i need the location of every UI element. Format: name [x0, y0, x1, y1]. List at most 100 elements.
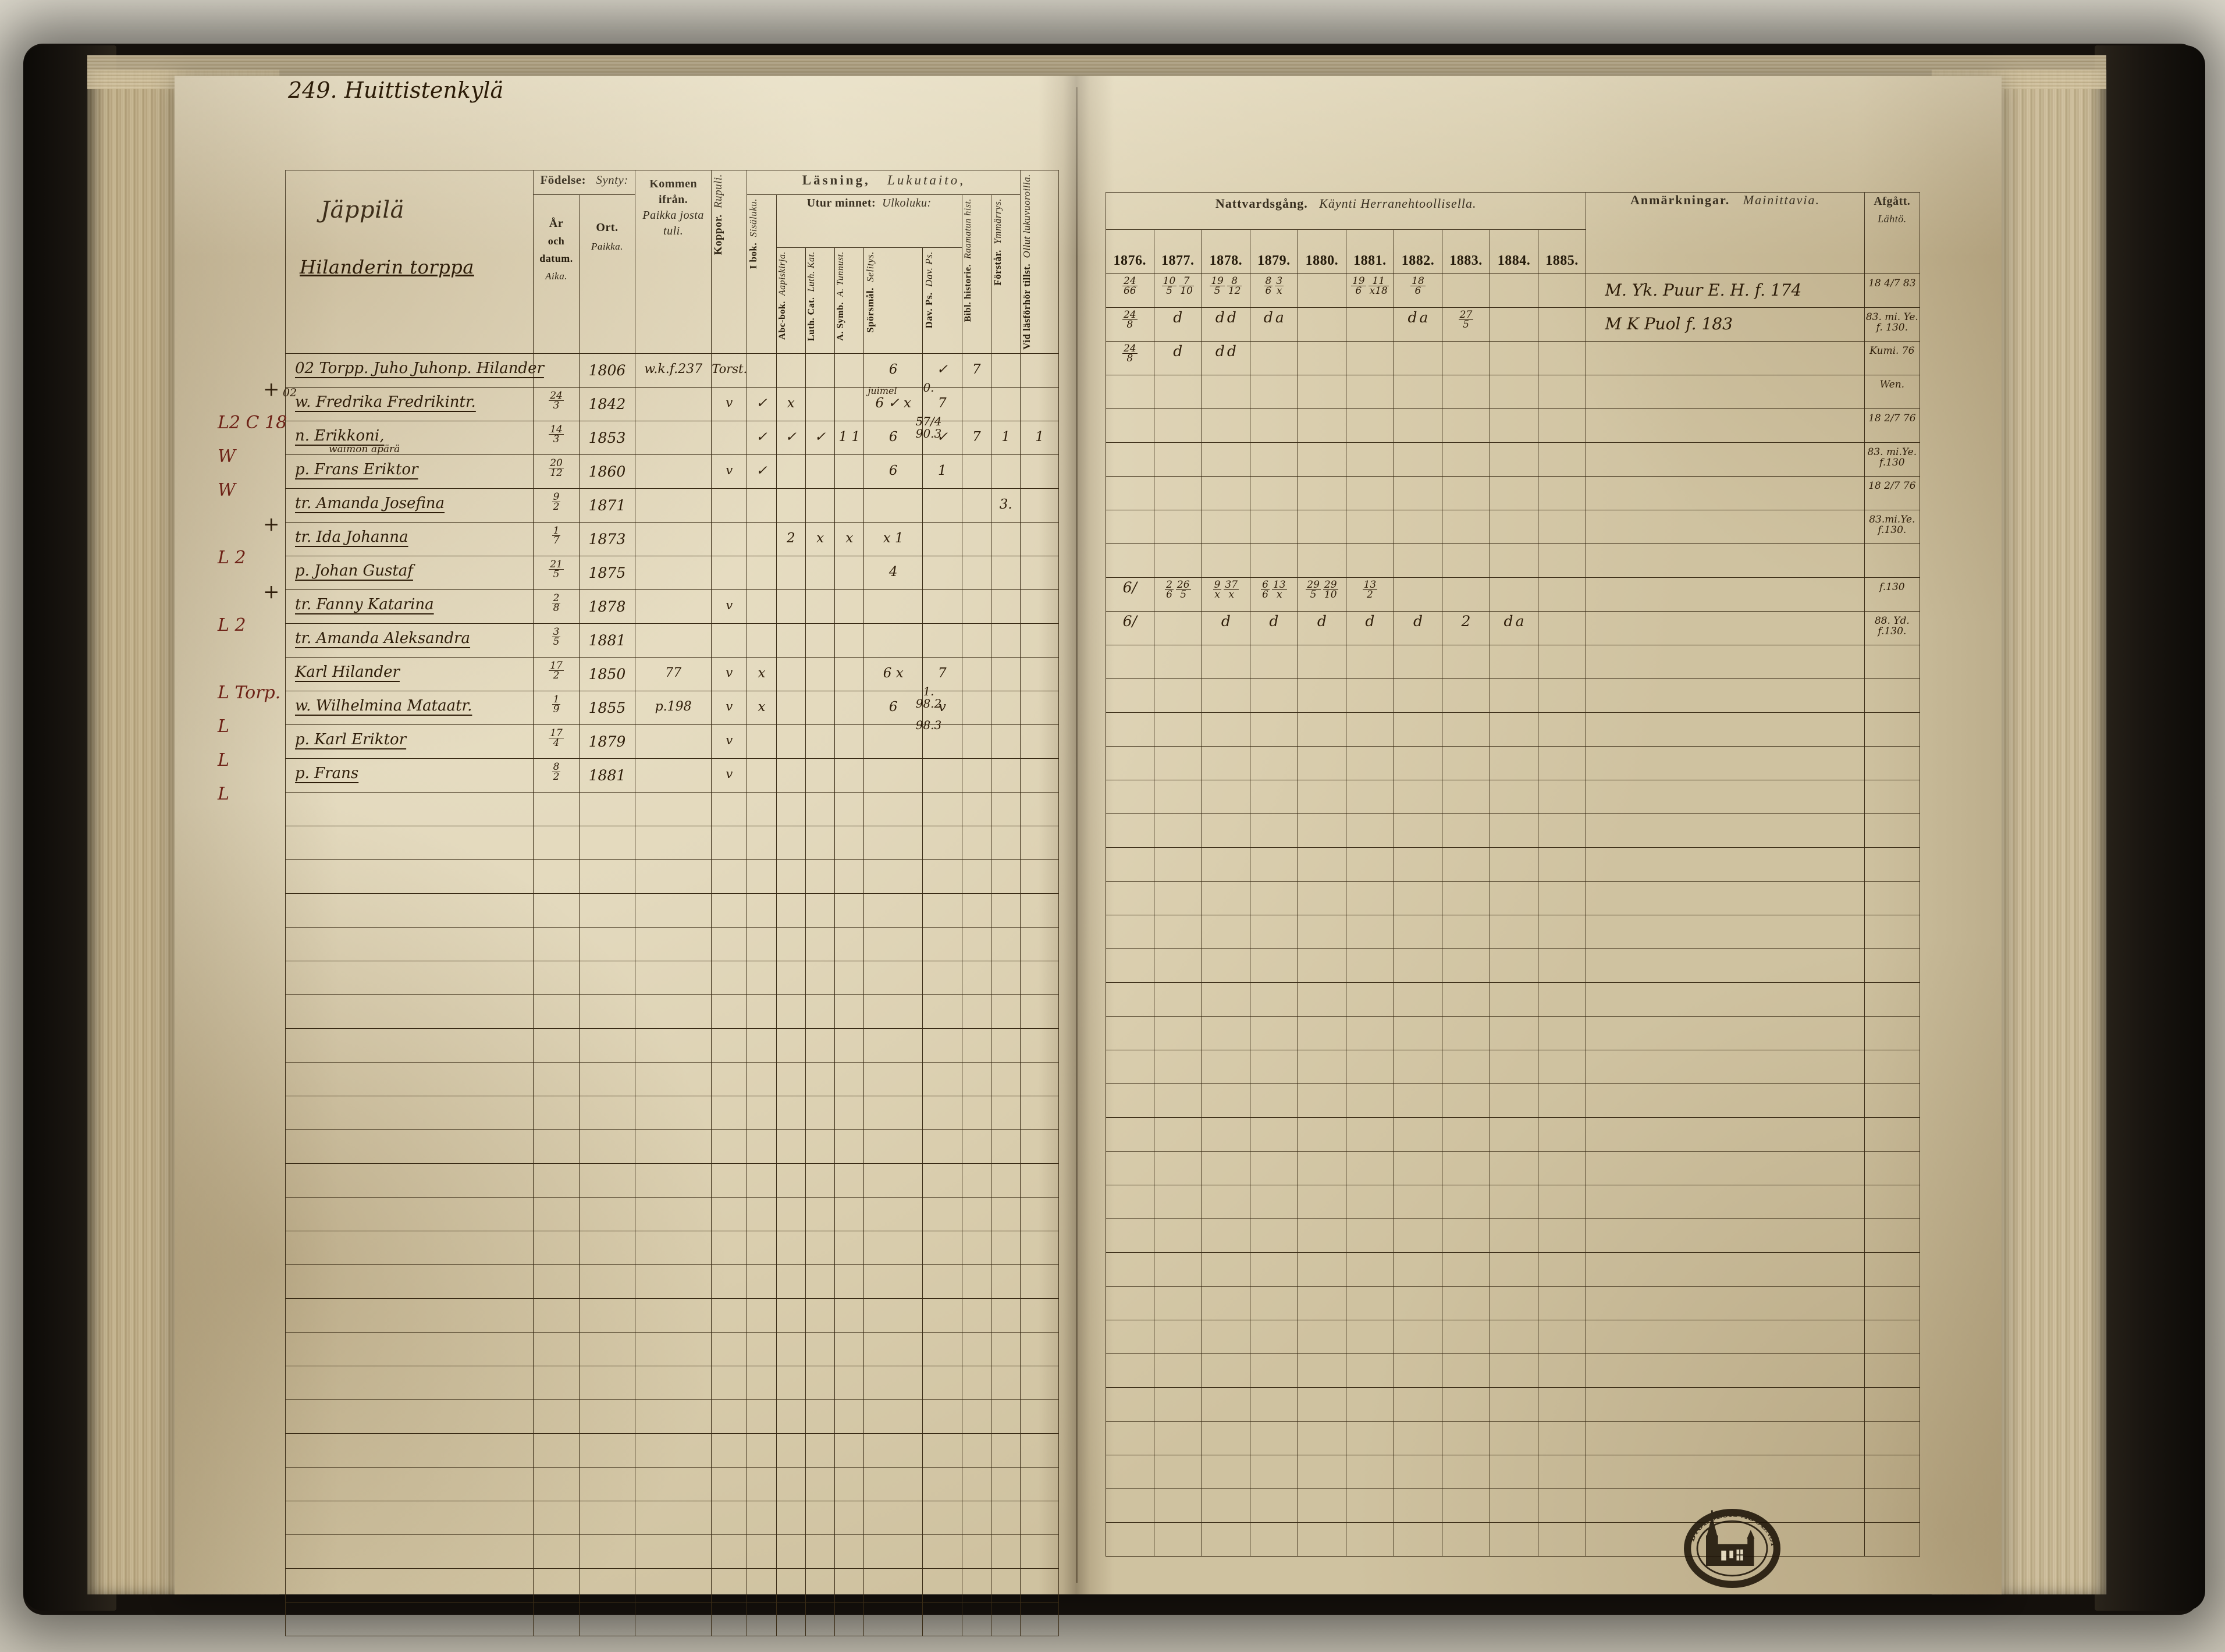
reading-forstar-cell[interactable]	[990, 555, 1021, 590]
communion-cell-1880[interactable]	[1298, 982, 1346, 1017]
communion-cell-1885[interactable]	[1537, 577, 1587, 612]
reading-cat-cell[interactable]	[805, 1230, 836, 1265]
reading-symb-cell[interactable]	[834, 1230, 865, 1265]
reading-lasforhor-cell[interactable]	[1020, 1534, 1059, 1569]
notes-cell[interactable]	[1586, 948, 1865, 983]
reading-bibl-cell[interactable]	[961, 960, 992, 995]
reading-sporsmal-cell[interactable]	[863, 488, 923, 523]
notes-cell[interactable]	[1586, 1252, 1865, 1287]
communion-cell-1879[interactable]	[1249, 813, 1299, 848]
communion-cell-1885[interactable]	[1537, 1488, 1587, 1523]
communion-cell-1883[interactable]	[1441, 1387, 1491, 1422]
reading-inner-cell[interactable]	[747, 960, 777, 995]
reading-davps-cell[interactable]	[922, 1196, 962, 1231]
reading-cat-cell[interactable]	[805, 1061, 836, 1096]
birth-year-cell[interactable]	[578, 1568, 636, 1603]
afgatt-cell[interactable]: 18 2/7 76	[1864, 476, 1921, 510]
reading-abc-cell[interactable]	[776, 1433, 806, 1468]
reading-lasforhor-cell[interactable]	[1020, 1601, 1059, 1636]
birth-date-cell[interactable]	[533, 825, 580, 860]
communion-cell-1883[interactable]	[1441, 746, 1491, 780]
communion-cell-1877[interactable]	[1153, 1455, 1203, 1489]
reading-sporsmal-cell[interactable]	[863, 724, 923, 759]
came-from-cell[interactable]	[635, 1466, 712, 1501]
communion-cell-1885[interactable]	[1537, 1151, 1587, 1185]
afgatt-cell[interactable]	[1864, 948, 1921, 983]
table-row[interactable]	[1106, 1320, 1921, 1354]
table-row[interactable]	[1106, 881, 1921, 915]
communion-cell-1878[interactable]	[1202, 678, 1250, 713]
reading-davps-cell[interactable]	[922, 521, 962, 556]
communion-cell-1883[interactable]	[1441, 982, 1491, 1017]
communion-cell-1885[interactable]	[1537, 678, 1587, 713]
reading-cat-cell[interactable]	[805, 1568, 836, 1603]
table-row[interactable]: tr. Fanny Katarina 2 8 1878 v	[285, 589, 1059, 624]
birth-year-cell[interactable]: 1871	[578, 488, 636, 523]
reading-cat-cell[interactable]	[805, 791, 836, 826]
notes-cell[interactable]	[1586, 1185, 1865, 1219]
birth-year-cell[interactable]	[578, 1298, 636, 1333]
reading-lasforhor-cell[interactable]	[1020, 960, 1059, 995]
communion-cell-1881[interactable]	[1345, 375, 1395, 409]
birth-year-cell[interactable]	[578, 1196, 636, 1231]
communion-cell-1877[interactable]	[1153, 915, 1203, 949]
birth-year-cell[interactable]: 1855	[578, 690, 636, 725]
communion-cell-1882[interactable]	[1394, 982, 1442, 1017]
communion-cell-1884[interactable]	[1490, 408, 1538, 443]
notes-cell[interactable]	[1586, 881, 1865, 915]
reading-lasforhor-cell[interactable]	[1020, 1129, 1059, 1164]
smallpox-cell[interactable]: v	[711, 656, 748, 691]
came-from-cell[interactable]	[635, 1061, 712, 1096]
reading-bibl-cell[interactable]: 7	[961, 353, 992, 388]
came-from-cell[interactable]	[635, 1601, 712, 1636]
communion-cell-1878[interactable]	[1202, 1353, 1250, 1388]
communion-cell-1883[interactable]	[1441, 1286, 1491, 1320]
communion-cell-1878[interactable]	[1202, 1421, 1250, 1455]
communion-cell-1881[interactable]	[1345, 881, 1395, 915]
reading-davps-cell[interactable]	[922, 1095, 962, 1130]
reading-symb-cell[interactable]	[834, 1466, 865, 1501]
communion-cell-1877[interactable]	[1153, 543, 1203, 578]
notes-cell[interactable]	[1586, 1286, 1865, 1320]
afgatt-cell[interactable]	[1864, 1320, 1921, 1354]
communion-cell-1885[interactable]	[1537, 948, 1587, 983]
birth-year-cell[interactable]: 1881	[578, 758, 636, 793]
reading-bibl-cell[interactable]	[961, 521, 992, 556]
table-row[interactable]	[1106, 847, 1921, 882]
came-from-cell[interactable]	[635, 960, 712, 995]
communion-cell-1878[interactable]	[1202, 948, 1250, 983]
communion-cell-1883[interactable]	[1441, 645, 1491, 679]
communion-cell-1877[interactable]: d	[1153, 341, 1203, 375]
communion-cell-1876[interactable]	[1106, 1050, 1154, 1084]
communion-cell-1876[interactable]	[1106, 1252, 1154, 1287]
communion-cell-1880[interactable]	[1298, 1185, 1346, 1219]
communion-cell-1884[interactable]: d a	[1490, 611, 1538, 645]
communion-cell-1876[interactable]	[1106, 1286, 1154, 1320]
reading-forstar-cell[interactable]	[990, 1061, 1021, 1096]
communion-cell-1880[interactable]	[1298, 1387, 1346, 1422]
smallpox-cell[interactable]: Torst.	[711, 353, 748, 388]
communion-cell-1885[interactable]	[1537, 1016, 1587, 1050]
came-from-cell[interactable]	[635, 555, 712, 590]
communion-cell-1878[interactable]	[1202, 881, 1250, 915]
communion-cell-1879[interactable]	[1249, 1455, 1299, 1489]
communion-cell-1884[interactable]	[1490, 780, 1538, 814]
smallpox-cell[interactable]	[711, 1568, 748, 1603]
communion-cell-1876[interactable]	[1106, 915, 1154, 949]
notes-cell[interactable]: M K Puol f. 183	[1586, 307, 1865, 342]
communion-cell-1876[interactable]	[1106, 1083, 1154, 1118]
reading-inner-cell[interactable]	[747, 1264, 777, 1299]
communion-cell-1881[interactable]	[1345, 746, 1395, 780]
communion-cell-1882[interactable]	[1394, 948, 1442, 983]
communion-cell-1882[interactable]	[1394, 1218, 1442, 1253]
reading-davps-cell[interactable]: 7	[922, 386, 962, 421]
reading-sporsmal-cell[interactable]	[863, 1061, 923, 1096]
reading-forstar-cell[interactable]: 3.	[990, 488, 1021, 523]
reading-abc-cell[interactable]	[776, 1500, 806, 1535]
communion-cell-1885[interactable]	[1537, 1522, 1587, 1557]
communion-cell-1880[interactable]	[1298, 1016, 1346, 1050]
birth-date-cell[interactable]	[533, 1568, 580, 1603]
communion-cell-1883[interactable]	[1441, 273, 1491, 308]
communion-cell-1878[interactable]	[1202, 1252, 1250, 1287]
